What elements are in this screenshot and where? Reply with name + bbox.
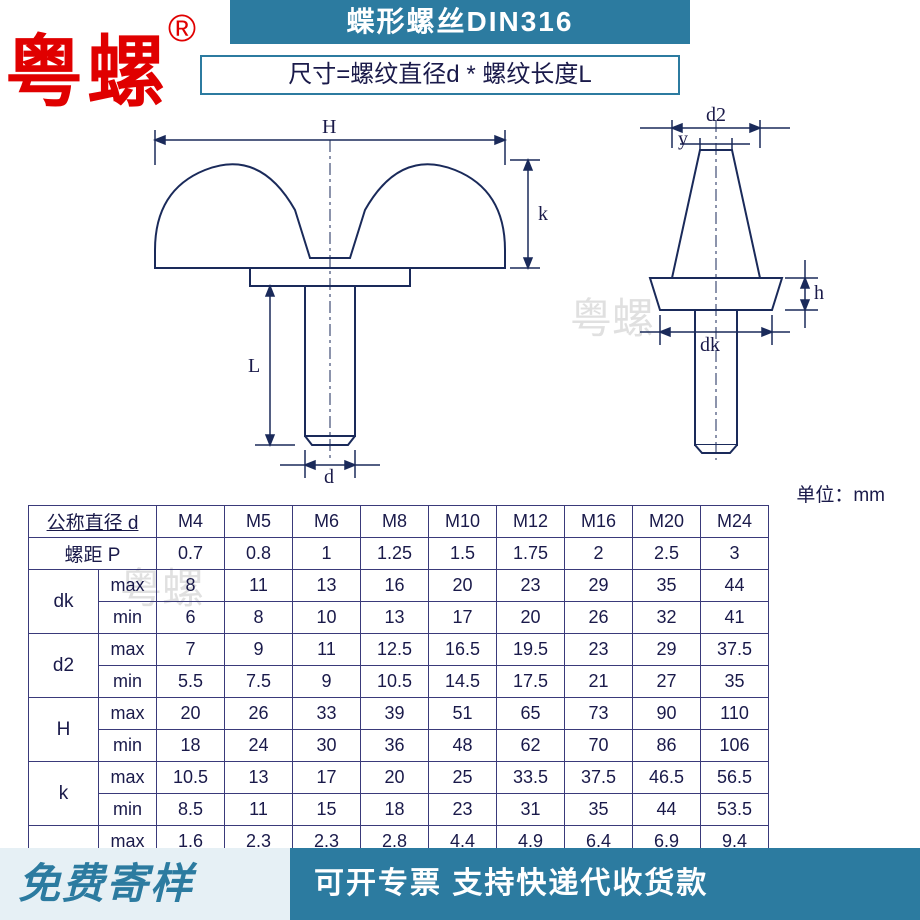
- table-row: min5.57.5910.514.517.5212735: [29, 666, 769, 698]
- param-k: k: [29, 762, 99, 826]
- table-pitch-row: 螺距 P0.70.811.251.51.7522.53: [29, 538, 769, 570]
- col-M16: M16: [565, 506, 633, 538]
- footer: 免费寄样 可开专票 支持快递代收货款: [0, 848, 920, 920]
- footer-left-text: 免费寄样: [0, 848, 290, 920]
- col-M5: M5: [225, 506, 293, 538]
- param-H: H: [29, 698, 99, 762]
- unit-label: 单位：mm: [796, 480, 885, 507]
- technical-diagram: H k L d d2 y h dk: [0, 100, 920, 480]
- table-row: min1824303648627086106: [29, 730, 769, 762]
- table-row: dkmax81113162023293544: [29, 570, 769, 602]
- col-M24: M24: [701, 506, 769, 538]
- col-M4: M4: [157, 506, 225, 538]
- registered-mark: ®: [168, 8, 196, 51]
- col-M20: M20: [633, 506, 701, 538]
- dim-L: L: [248, 355, 260, 378]
- dim-dk: dk: [700, 334, 720, 357]
- footer-right-text: 可开专票 支持快递代收货款: [290, 848, 920, 920]
- col-M12: M12: [497, 506, 565, 538]
- dim-H: H: [322, 116, 336, 139]
- subtitle: 尺寸=螺纹直径d * 螺纹长度L: [200, 55, 680, 95]
- col-M8: M8: [361, 506, 429, 538]
- table-header-row: 公称直径 dM4M5M6M8M10M12M16M20M24: [29, 506, 769, 538]
- dim-y: y: [678, 128, 688, 151]
- brand-text: 粤螺: [5, 10, 169, 122]
- param-dk: dk: [29, 570, 99, 634]
- table-row: kmax10.51317202533.537.546.556.5: [29, 762, 769, 794]
- table-row: d2max791112.516.519.5232937.5: [29, 634, 769, 666]
- dim-d: d: [324, 466, 334, 489]
- param-d2: d2: [29, 634, 99, 698]
- table-row: Hmax2026333951657390110: [29, 698, 769, 730]
- col-nominal-d: 公称直径 d: [29, 506, 157, 538]
- table-row: min6810131720263241: [29, 602, 769, 634]
- col-M6: M6: [293, 506, 361, 538]
- col-M10: M10: [429, 506, 497, 538]
- dim-d2: d2: [706, 104, 726, 127]
- spec-table: 公称直径 dM4M5M6M8M10M12M16M20M24螺距 P0.70.81…: [28, 505, 769, 890]
- table-row: min8.51115182331354453.5: [29, 794, 769, 826]
- dim-k: k: [538, 203, 548, 226]
- dim-h: h: [814, 282, 824, 305]
- header-title: 蝶形螺丝DIN316: [230, 0, 690, 44]
